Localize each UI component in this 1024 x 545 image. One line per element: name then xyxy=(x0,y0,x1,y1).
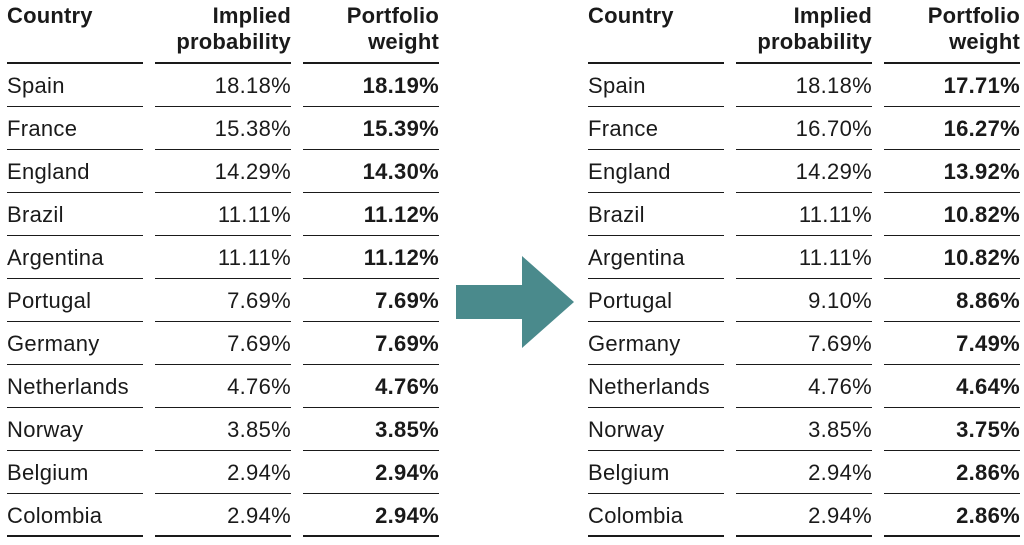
cell-weight: 11.12% xyxy=(303,236,439,279)
cell-weight: 8.86% xyxy=(884,279,1020,322)
cell-weight: 3.85% xyxy=(303,408,439,451)
header-weight-line2: weight xyxy=(368,29,439,54)
cell-country: France xyxy=(7,107,143,150)
header-prob-line2: probability xyxy=(757,29,872,54)
cell-weight: 2.86% xyxy=(884,451,1020,494)
cell-prob: 11.11% xyxy=(736,193,872,236)
cell-prob: 14.29% xyxy=(155,150,291,193)
cell-country: Brazil xyxy=(588,193,724,236)
right-table: Country Implied probability Portfolio we… xyxy=(588,0,1020,537)
cell-country: Germany xyxy=(588,322,724,365)
cell-weight: 2.94% xyxy=(303,494,439,537)
cell-weight: 10.82% xyxy=(884,193,1020,236)
header-implied-probability: Implied probability xyxy=(736,0,872,64)
cell-country: England xyxy=(7,150,143,193)
cell-weight: 16.27% xyxy=(884,107,1020,150)
cell-country: Norway xyxy=(588,408,724,451)
cell-weight: 11.12% xyxy=(303,193,439,236)
cell-weight: 3.75% xyxy=(884,408,1020,451)
cell-weight: 7.49% xyxy=(884,322,1020,365)
cell-country: Spain xyxy=(7,64,143,107)
right-arrow-icon xyxy=(456,256,574,348)
arrow-shape xyxy=(456,256,574,348)
cell-weight: 2.86% xyxy=(884,494,1020,537)
cell-country: Netherlands xyxy=(7,365,143,408)
header-country-label: Country xyxy=(588,3,674,28)
header-weight-line2: weight xyxy=(949,29,1020,54)
cell-prob: 14.29% xyxy=(736,150,872,193)
cell-country: Netherlands xyxy=(588,365,724,408)
cell-country: Germany xyxy=(7,322,143,365)
cell-prob: 16.70% xyxy=(736,107,872,150)
cell-prob: 18.18% xyxy=(155,64,291,107)
cell-prob: 2.94% xyxy=(736,451,872,494)
cell-weight: 4.64% xyxy=(884,365,1020,408)
cell-prob: 15.38% xyxy=(155,107,291,150)
header-portfolio-weight: Portfolio weight xyxy=(303,0,439,64)
cell-weight: 10.82% xyxy=(884,236,1020,279)
cell-country: Belgium xyxy=(7,451,143,494)
header-country: Country xyxy=(588,0,724,64)
cell-weight: 13.92% xyxy=(884,150,1020,193)
cell-country: Argentina xyxy=(7,236,143,279)
cell-prob: 11.11% xyxy=(736,236,872,279)
cell-country: Portugal xyxy=(588,279,724,322)
cell-country: Argentina xyxy=(588,236,724,279)
header-country-label: Country xyxy=(7,3,93,28)
header-country: Country xyxy=(7,0,143,64)
cell-country: Belgium xyxy=(588,451,724,494)
cell-weight: 2.94% xyxy=(303,451,439,494)
cell-prob: 11.11% xyxy=(155,236,291,279)
cell-prob: 7.69% xyxy=(736,322,872,365)
cell-weight: 15.39% xyxy=(303,107,439,150)
cell-weight: 17.71% xyxy=(884,64,1020,107)
cell-prob: 4.76% xyxy=(155,365,291,408)
header-weight-line1: Portfolio xyxy=(346,3,439,28)
cell-prob: 7.69% xyxy=(155,279,291,322)
cell-prob: 3.85% xyxy=(155,408,291,451)
cell-weight: 7.69% xyxy=(303,322,439,365)
header-prob-line1: Implied xyxy=(793,3,872,28)
cell-country: Norway xyxy=(7,408,143,451)
cell-prob: 9.10% xyxy=(736,279,872,322)
cell-weight: 4.76% xyxy=(303,365,439,408)
cell-prob: 4.76% xyxy=(736,365,872,408)
header-prob-line1: Implied xyxy=(212,3,291,28)
left-table: Country Implied probability Portfolio we… xyxy=(7,0,439,537)
header-portfolio-weight: Portfolio weight xyxy=(884,0,1020,64)
cell-country: Colombia xyxy=(588,494,724,537)
cell-country: Portugal xyxy=(7,279,143,322)
cell-country: Colombia xyxy=(7,494,143,537)
cell-prob: 11.11% xyxy=(155,193,291,236)
cell-prob: 2.94% xyxy=(155,494,291,537)
cell-prob: 7.69% xyxy=(155,322,291,365)
cell-country: Spain xyxy=(588,64,724,107)
cell-prob: 2.94% xyxy=(736,494,872,537)
cell-weight: 7.69% xyxy=(303,279,439,322)
cell-country: England xyxy=(588,150,724,193)
cell-prob: 18.18% xyxy=(736,64,872,107)
cell-country: Brazil xyxy=(7,193,143,236)
header-weight-line1: Portfolio xyxy=(927,3,1020,28)
header-implied-probability: Implied probability xyxy=(155,0,291,64)
cell-country: France xyxy=(588,107,724,150)
cell-weight: 18.19% xyxy=(303,64,439,107)
header-prob-line2: probability xyxy=(176,29,291,54)
cell-prob: 3.85% xyxy=(736,408,872,451)
cell-weight: 14.30% xyxy=(303,150,439,193)
cell-prob: 2.94% xyxy=(155,451,291,494)
